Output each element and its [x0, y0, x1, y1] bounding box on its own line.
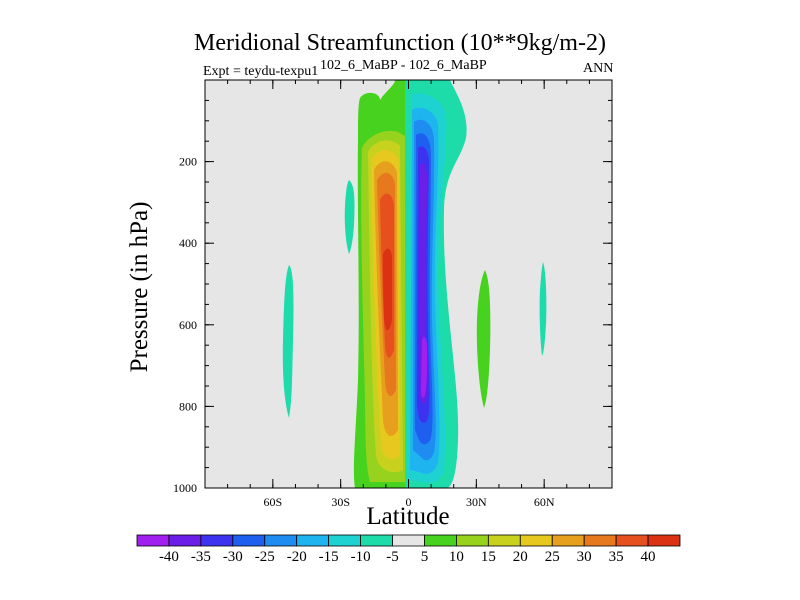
colorbar-swatch [168, 534, 202, 547]
colorbar-level-label: -25 [255, 549, 275, 565]
colorbar-swatch [200, 534, 234, 547]
colorbar-level-label: 20 [513, 549, 528, 565]
x-tick-label: 60N [534, 495, 555, 509]
colorbar-level-label: -40 [159, 549, 179, 565]
colorbar-level-label: -15 [319, 549, 339, 565]
experiment-label: Expt = teydu-texpu1 [203, 64, 319, 79]
y-tick-label: 800 [179, 399, 197, 413]
y-tick-label: 600 [179, 318, 197, 332]
colorbar-swatch [456, 534, 489, 547]
patch-30n [476, 270, 491, 408]
colorbar-level-label: 25 [545, 549, 560, 565]
colorbar-swatch [296, 534, 330, 547]
x-tick-label: 30N [466, 495, 487, 509]
y-tick-label: 400 [179, 236, 197, 250]
colorbar-level-label: 15 [481, 549, 496, 565]
colorbar-level-label: -10 [351, 549, 371, 565]
colorbar-swatch [647, 534, 681, 547]
x-tick-label: 60S [263, 495, 282, 509]
x-axis-title: Latitude [366, 503, 450, 530]
x-tick-label: 0 [406, 495, 412, 509]
y-tick-label: 1000 [173, 481, 197, 495]
colorbar-level-label: 30 [577, 549, 592, 565]
colorbar-level-label: -5 [386, 549, 399, 565]
colorbar-swatch [583, 534, 617, 547]
colorbar-swatch [487, 534, 521, 547]
colorbar-swatch [551, 534, 585, 547]
colorbar-swatch [424, 534, 457, 547]
colorbar-swatch [519, 534, 553, 547]
period-label: 102_6_MaBP - 102_6_MaBP [320, 58, 487, 73]
colorbar-swatch [232, 534, 266, 547]
colorbar-level-label: -35 [191, 549, 211, 565]
colorbar-labels: -40 -35 -30 -25 -20 -15 -10 -5 5 10 15 20 25 30 35 40 [159, 549, 656, 565]
positive-cell-level-40 [383, 248, 392, 331]
y-tick-label: 200 [179, 155, 197, 169]
axis-ticks [204, 80, 613, 489]
patch-60s [282, 265, 294, 418]
colorbar-level-label: -30 [223, 549, 243, 565]
contour-field [282, 80, 547, 488]
colorbar-swatch [328, 534, 361, 547]
colorbar-level-label: -20 [287, 549, 307, 565]
axis-tick-labels: 60S 30S 0 30N 60N 200 400 600 800 1000 [173, 155, 555, 509]
colorbar-level-label: 5 [421, 549, 429, 565]
negative-cell-level-40 [421, 336, 427, 398]
patch-30s [344, 180, 355, 254]
colorbar-level-label: 40 [641, 549, 656, 565]
colorbar-swatch [136, 534, 170, 547]
season-label: ANN [583, 61, 614, 76]
colorbar-swatch [615, 534, 649, 547]
x-tick-label: 30S [331, 495, 350, 509]
chart-title: Meridional Streamfunction (10**9kg/m-2) [194, 30, 606, 56]
colorbar-level-label: 35 [609, 549, 624, 565]
colorbar-swatch [360, 534, 393, 547]
colorbar-swatch [264, 534, 298, 547]
colorbar-level-label: 10 [449, 549, 464, 565]
patch-60n [539, 262, 547, 356]
colorbar [136, 534, 681, 547]
colorbar-swatch [392, 534, 425, 547]
